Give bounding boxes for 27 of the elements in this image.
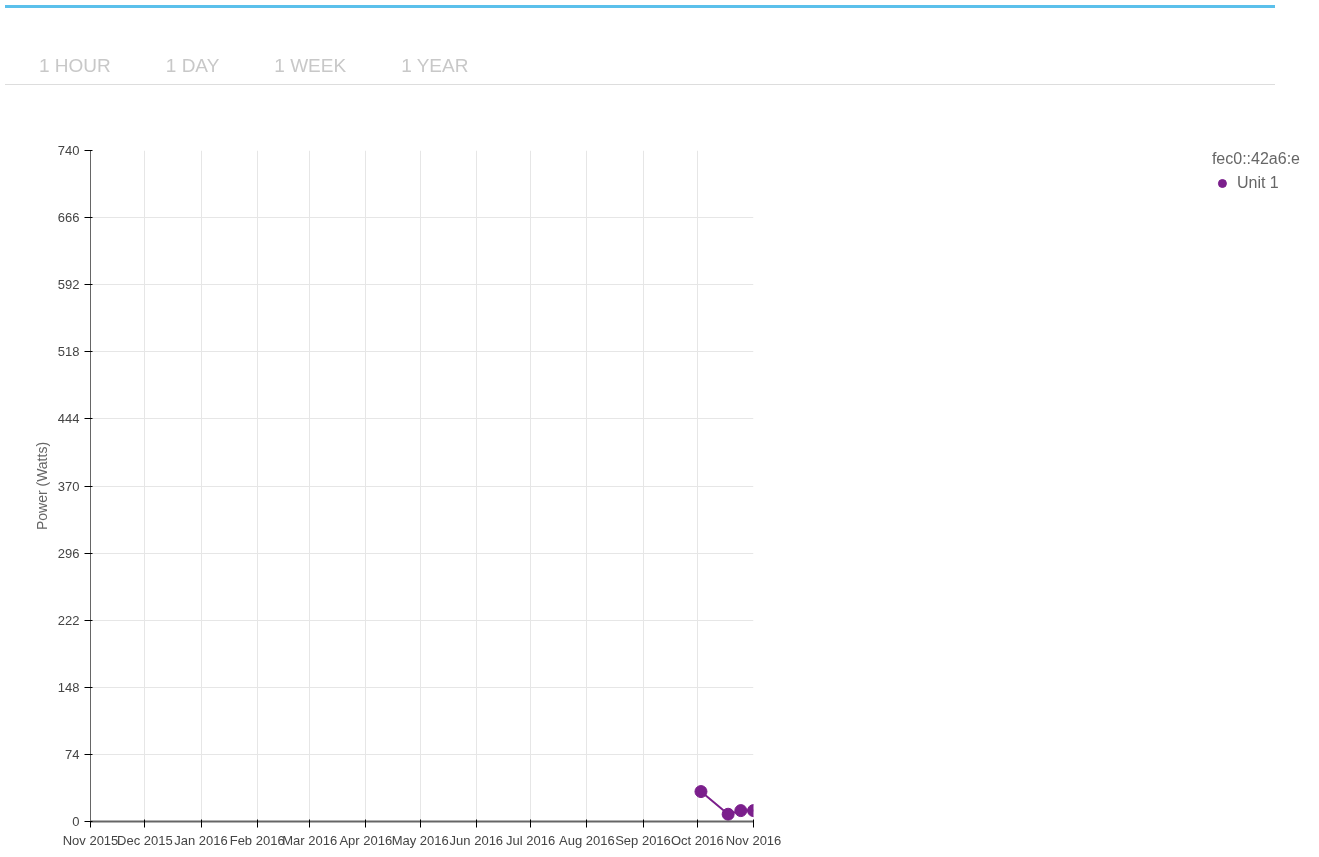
y-tick-label: 666	[57, 210, 80, 226]
x-tick-label: Aug 2016	[559, 832, 615, 848]
y-tick-label: 222	[57, 612, 80, 628]
y-axis-title: Power (Watts)	[33, 441, 50, 531]
legend-title: fec0::42a6:e	[1211, 150, 1300, 168]
y-tick-label: 0	[72, 814, 80, 829]
y-tick-label: 518	[57, 344, 80, 360]
x-tick-label: Jul 2016	[506, 832, 556, 848]
x-tick-label: Dec 2015	[117, 832, 173, 848]
x-tick-label: Sep 2016	[615, 832, 671, 848]
x-tick-label: May 2016	[391, 832, 449, 848]
x-tick-label: Feb 2016	[229, 832, 285, 848]
y-tick-label: 74	[65, 746, 80, 762]
y-tick-label: 444	[57, 411, 80, 427]
x-tick-label: Nov 2016	[725, 832, 782, 848]
y-tick-label: 740	[57, 143, 80, 158]
x-tick-label: Oct 2016	[670, 832, 724, 848]
x-tick-label: Nov 2015	[62, 832, 119, 848]
x-tick-label: Jun 2016	[449, 832, 504, 848]
x-tick-label: Jan 2016	[174, 832, 228, 848]
y-tick-label: 592	[57, 277, 80, 293]
y-tick-label: 370	[57, 478, 80, 494]
y-tick-label: 296	[57, 545, 80, 561]
legend-label: Unit 1	[1236, 174, 1279, 192]
y-tick-label: 148	[57, 679, 80, 695]
x-tick-label: Mar 2016	[282, 832, 338, 848]
x-tick-label: Apr 2016	[339, 832, 393, 848]
